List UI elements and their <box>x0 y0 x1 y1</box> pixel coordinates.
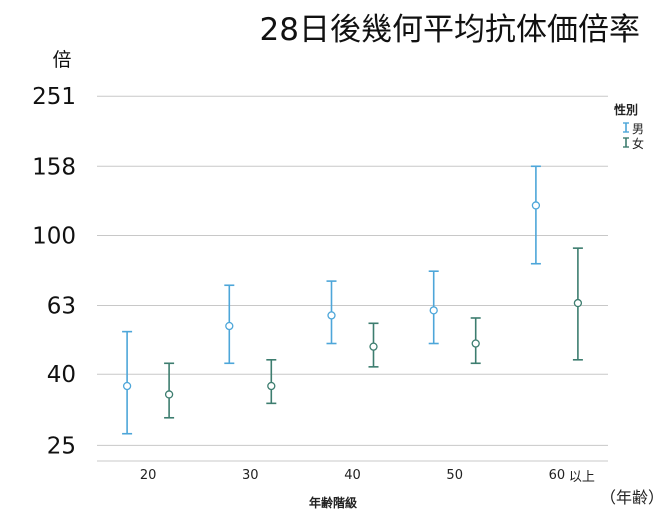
series-0 <box>122 165 541 435</box>
mean-point <box>429 306 438 315</box>
legend-item-0: 男 <box>623 122 644 136</box>
legend: 性別 男女 <box>613 102 644 151</box>
mean-point <box>267 381 276 391</box>
y-tick-label: 40 <box>47 362 76 388</box>
x-tick-label: 40 <box>344 468 361 483</box>
chart-title: 28日後幾何平均抗体価倍率 <box>260 12 640 48</box>
legend-title: 性別 <box>613 102 638 117</box>
x-tick-suffix: 以上 <box>569 470 595 485</box>
y-tick-label: 25 <box>47 433 76 459</box>
mean-point <box>122 381 132 391</box>
y-tick-label: 158 <box>32 154 76 180</box>
series-1 <box>164 247 583 419</box>
x-tick-label: 30 <box>242 468 259 483</box>
legend-label: 女 <box>632 136 644 151</box>
mean-point <box>327 311 336 320</box>
mean-point <box>225 321 234 331</box>
mean-point <box>471 339 480 348</box>
y-tick-label: 100 <box>32 224 76 250</box>
x-axis-label: 年齢階級 <box>309 495 357 510</box>
x-axis-ticks: 20 30 40 50 60 以上 <box>140 468 595 485</box>
legend-label: 男 <box>632 122 644 136</box>
y-axis-ticks: 25 40 63 100 158 251 <box>32 84 76 459</box>
mean-point <box>164 390 174 399</box>
data-series <box>122 165 583 435</box>
mean-point <box>573 298 583 308</box>
y-axis-unit: 倍 <box>52 49 71 71</box>
y-tick-label: 63 <box>47 293 76 319</box>
x-tick-label: 20 <box>140 468 157 483</box>
x-tick-label: 60 <box>549 468 566 483</box>
x-axis-unit: （年齢） <box>600 488 664 507</box>
y-tick-label: 251 <box>32 84 76 110</box>
mean-point <box>369 342 378 351</box>
mean-point <box>531 201 541 210</box>
gridlines <box>97 95 608 462</box>
legend-item-1: 女 <box>623 136 644 151</box>
x-tick-label: 50 <box>446 468 463 483</box>
